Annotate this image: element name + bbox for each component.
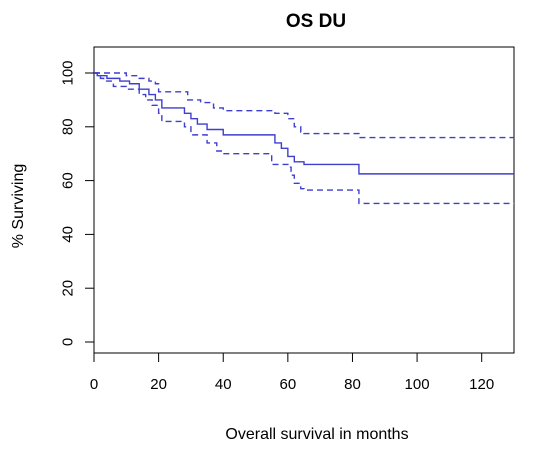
y-tick-label: 100: [59, 60, 76, 85]
survival-curve: [94, 72, 514, 175]
chart-title: OS DU: [286, 11, 346, 32]
lower-confidence-line: [94, 72, 514, 205]
y-axis: 0 20 40 60 80 100: [59, 60, 95, 346]
x-tick-label: 0: [90, 376, 98, 393]
y-tick-label: 0: [59, 338, 76, 346]
plot-frame: [93, 46, 515, 354]
x-axis: 0 20 40 60 80 100 120: [90, 352, 494, 393]
y-tick-label: 20: [59, 280, 76, 297]
x-tick-label: 40: [215, 376, 232, 393]
x-axis-label: Overall survival in months: [225, 426, 408, 443]
y-tick-label: 80: [59, 118, 76, 135]
x-tick-label: 100: [405, 376, 430, 393]
upper-confidence-line: [94, 72, 514, 139]
y-axis-label: % Surviving: [10, 164, 27, 248]
series-layer: [94, 72, 514, 205]
y-tick-label: 60: [59, 172, 76, 189]
x-tick-label: 20: [150, 376, 167, 393]
y-tick-label: 40: [59, 226, 76, 243]
x-tick-label: 80: [344, 376, 361, 393]
x-tick-label: 60: [280, 376, 297, 393]
x-tick-label: 120: [469, 376, 494, 393]
